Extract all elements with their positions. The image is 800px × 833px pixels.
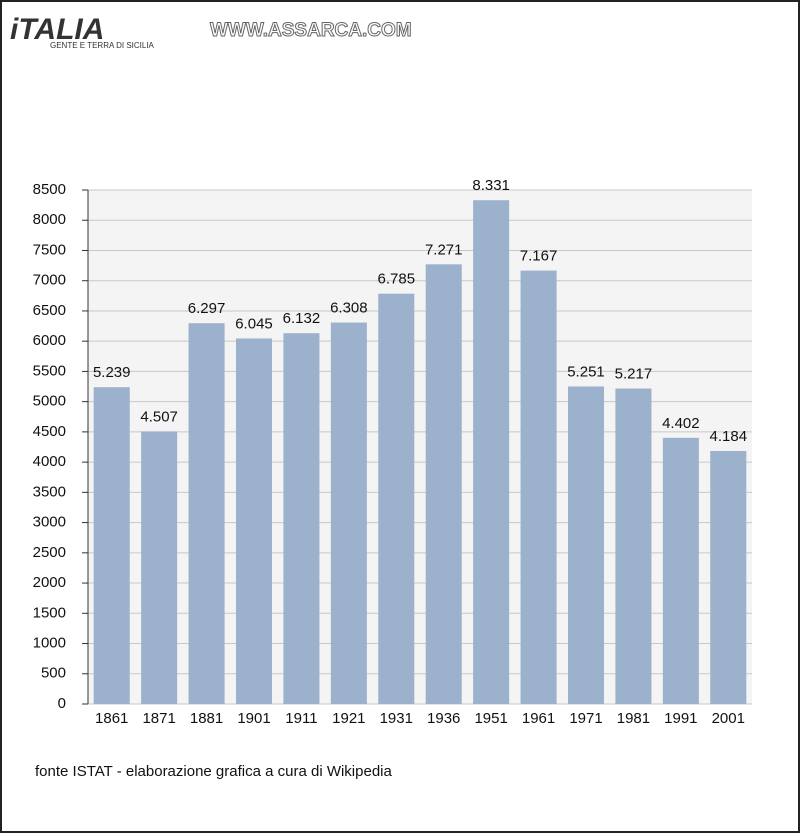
bar <box>473 200 510 704</box>
bar <box>141 431 178 704</box>
y-tick-label: 1500 <box>33 604 66 621</box>
bar <box>710 450 747 704</box>
value-label: 4.184 <box>710 428 748 445</box>
y-tick-label: 4000 <box>33 453 66 470</box>
y-tick-label: 1000 <box>33 634 66 651</box>
value-label: 6.785 <box>378 271 416 288</box>
x-tick-label: 1861 <box>95 710 128 727</box>
y-tick-label: 4500 <box>33 423 66 440</box>
value-label: 6.297 <box>188 300 226 317</box>
y-tick-label: 7000 <box>33 272 66 289</box>
bar <box>615 388 652 704</box>
caption: fonte ISTAT - elaborazione grafica a cur… <box>35 763 393 780</box>
x-tick-label: 1961 <box>522 710 555 727</box>
bar <box>520 270 557 704</box>
y-tick-label: 3000 <box>33 514 66 531</box>
y-tick-label: 2000 <box>33 574 66 591</box>
value-label: 7.271 <box>425 241 463 258</box>
bar <box>283 333 320 704</box>
y-tick-label: 8500 <box>33 181 66 198</box>
bar <box>235 338 273 704</box>
x-tick-label: 1921 <box>332 710 365 727</box>
y-tick-label: 5500 <box>33 362 66 379</box>
y-tick-label: 500 <box>41 665 66 682</box>
x-tick-label: 1971 <box>569 710 602 727</box>
y-tick-label: 2500 <box>33 544 66 561</box>
bar <box>93 387 130 704</box>
y-tick-label: 0 <box>58 695 66 712</box>
x-tick-label: 1991 <box>664 710 697 727</box>
bar <box>378 293 415 704</box>
y-tick-label: 6000 <box>33 332 66 349</box>
x-tick-label: 2001 <box>712 710 745 727</box>
plot-area <box>88 190 752 704</box>
x-tick-label: 1981 <box>617 710 650 727</box>
x-tick-label: 1871 <box>142 710 175 727</box>
bar <box>330 322 367 704</box>
y-tick-label: 7500 <box>33 241 66 258</box>
y-tick-label: 6500 <box>33 302 66 319</box>
y-tick-label: 3500 <box>33 483 66 500</box>
value-label: 4.507 <box>140 408 178 425</box>
x-tick-label: 1911 <box>285 710 317 727</box>
value-label: 5.239 <box>93 364 131 381</box>
value-label: 7.167 <box>520 248 558 265</box>
y-tick-label: 8000 <box>33 211 66 228</box>
value-label: 4.402 <box>662 415 700 432</box>
x-tick-label: 1901 <box>237 710 270 727</box>
value-label: 5.251 <box>567 363 605 380</box>
value-label: 6.308 <box>330 300 368 317</box>
x-tick-label: 1881 <box>190 710 223 727</box>
bar <box>188 323 225 704</box>
x-tick-label: 1931 <box>380 710 413 727</box>
value-label: 6.045 <box>235 315 273 332</box>
logo-subtitle: GENTE E TERRA DI SICILIA <box>50 41 155 50</box>
x-tick-label: 1951 <box>474 710 507 727</box>
bar <box>567 386 605 704</box>
x-tick-label: 1936 <box>427 710 460 727</box>
logo: iTALIA <box>10 13 104 46</box>
value-label: 5.217 <box>615 365 653 382</box>
value-label: 8.331 <box>472 177 510 194</box>
value-label: 6.132 <box>283 310 321 327</box>
bar <box>662 437 699 704</box>
bar <box>425 264 462 704</box>
site-name: WWW.ASSARCA.COM <box>210 20 412 41</box>
y-tick-label: 5000 <box>33 393 66 410</box>
